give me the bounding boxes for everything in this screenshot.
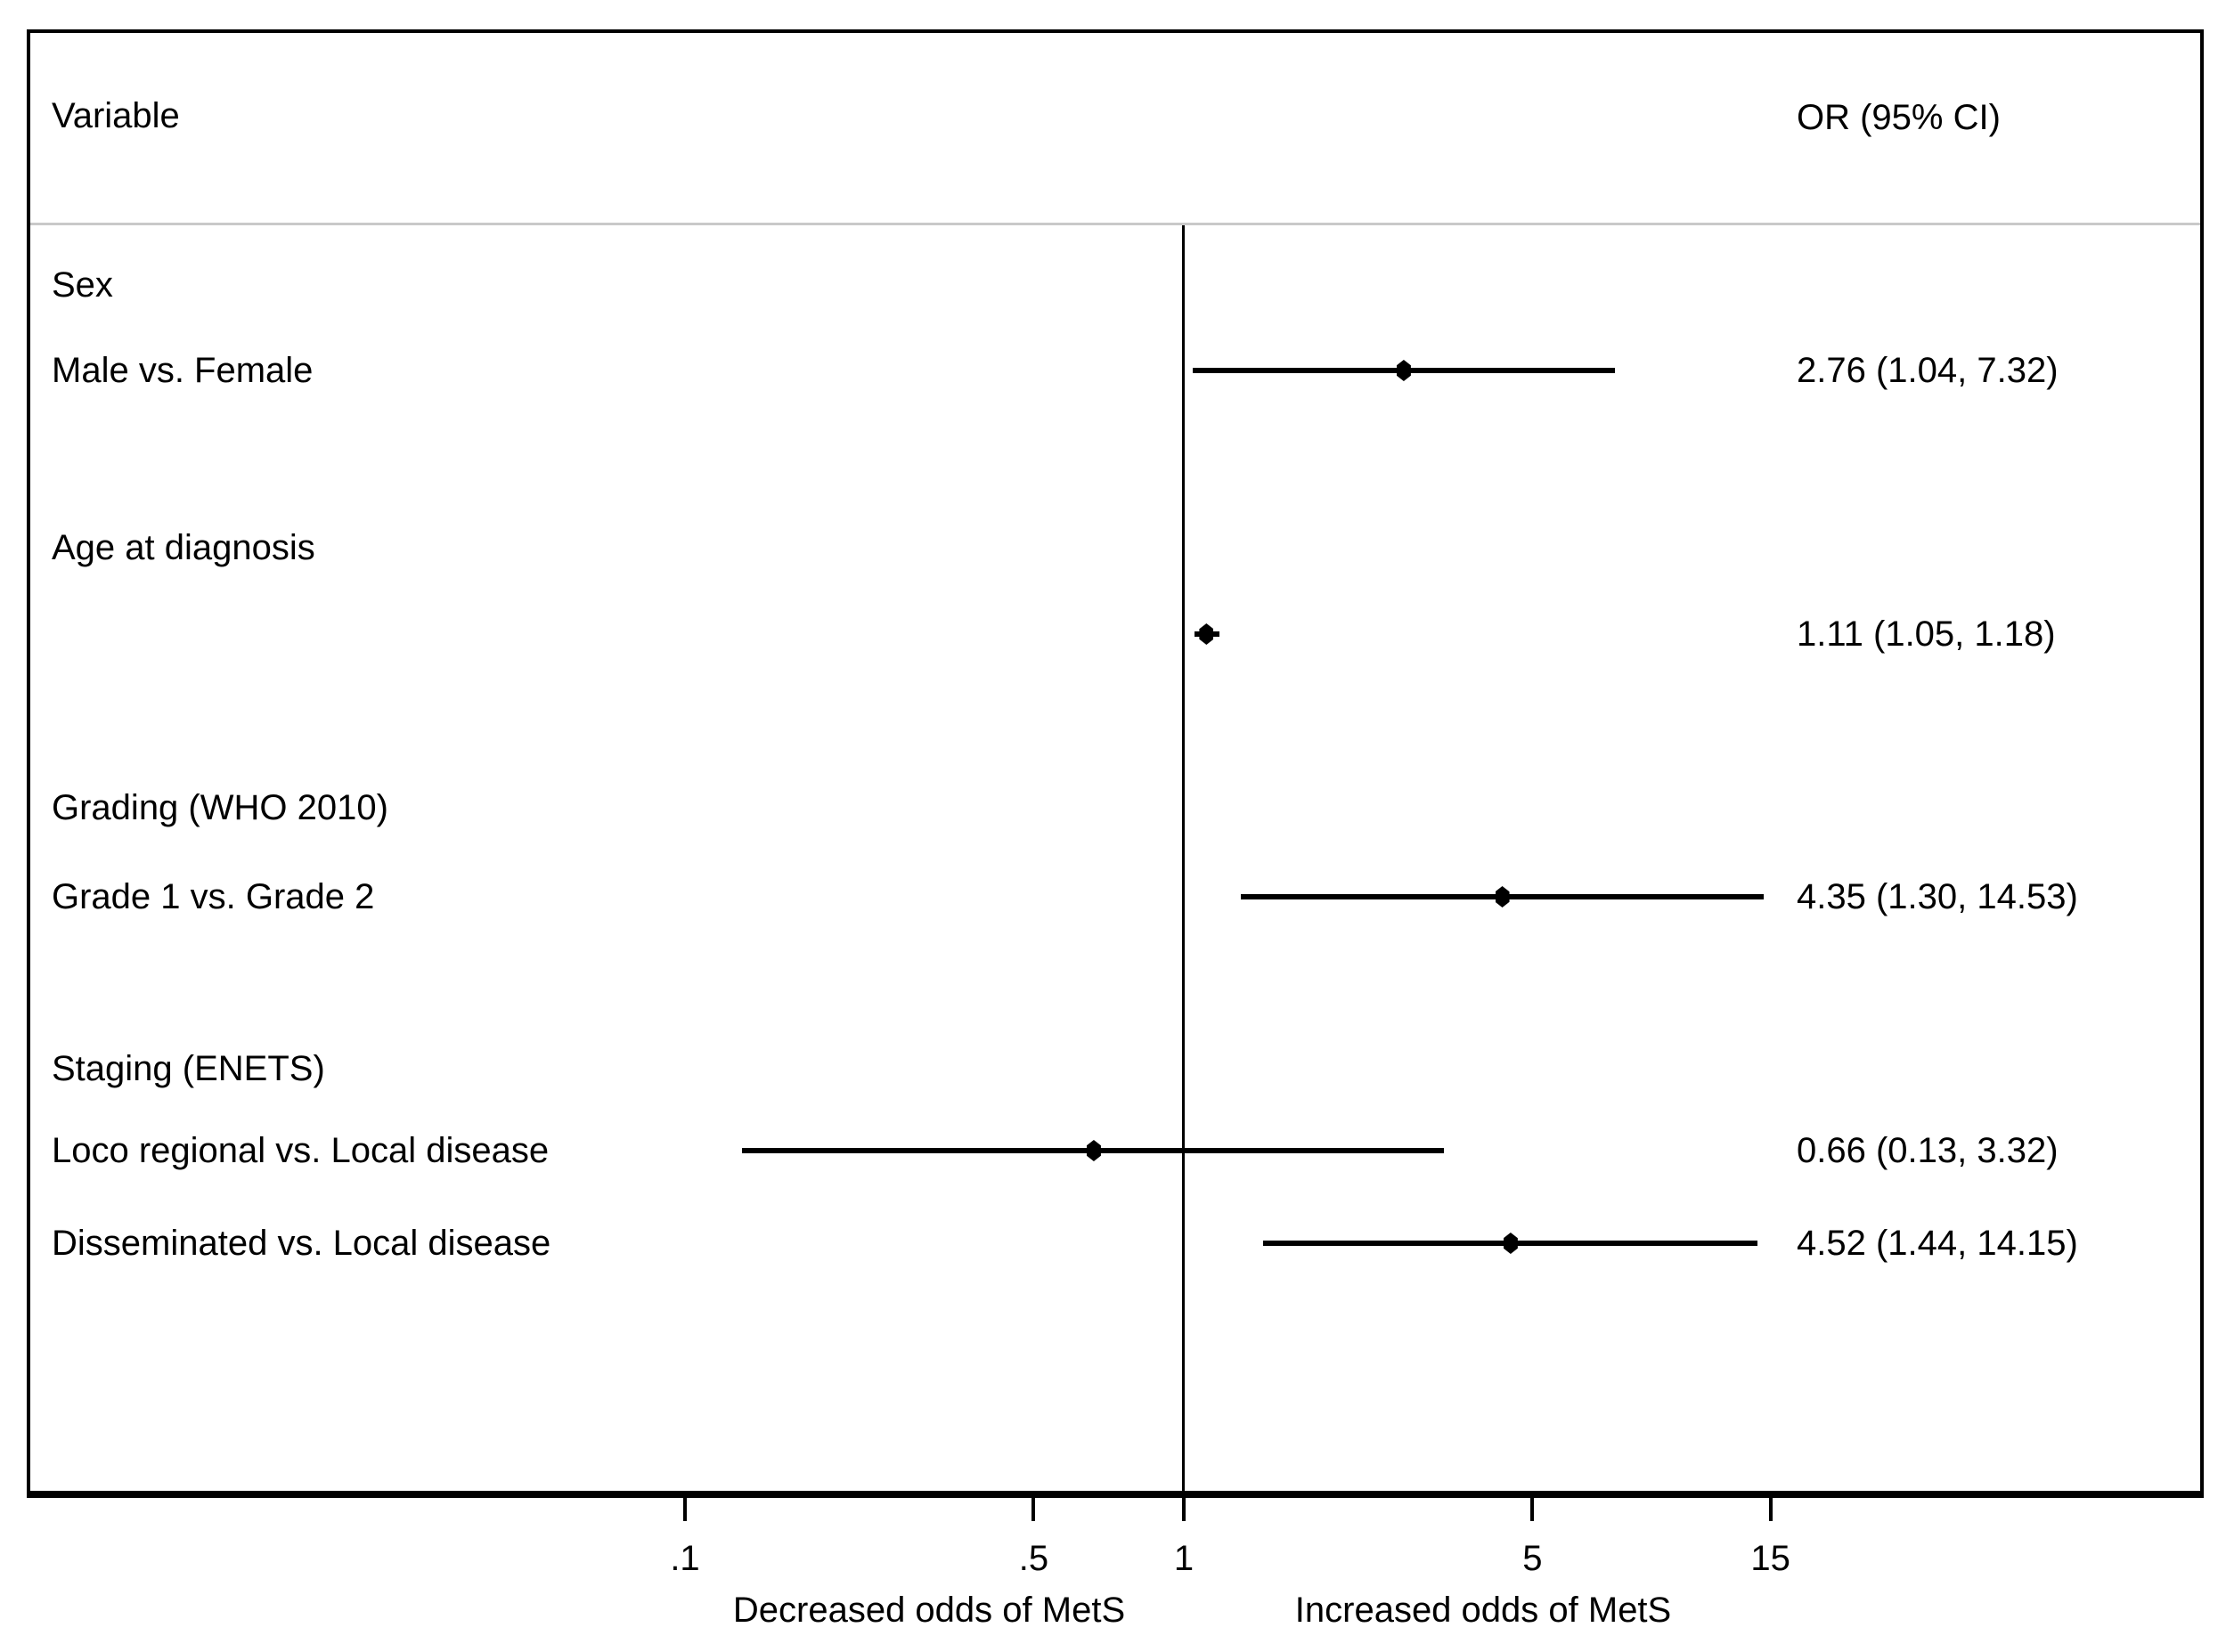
x-axis-tick [683,1498,687,1521]
x-axis-line [27,1491,2204,1498]
point-estimate-marker [1495,886,1510,907]
row-label: Grade 1 vs. Grade 2 [52,877,375,916]
x-axis-tick [1530,1498,1535,1521]
or-ci-value: 2.76 (1.04, 7.32) [1797,351,2059,390]
x-axis-tick [1182,1498,1186,1521]
point-estimate-marker [1199,623,1214,645]
or-ci-value: 0.66 (0.13, 3.32) [1797,1131,2059,1170]
x-axis-tick-label: .1 [670,1539,700,1578]
or-ci-value: 4.52 (1.44, 14.15) [1797,1224,2078,1263]
group-label: Sex [52,265,113,305]
x-axis-tick [1768,1498,1773,1521]
point-estimate-marker [1503,1233,1518,1254]
row-label: Male vs. Female [52,351,314,390]
or-ci-value: 4.35 (1.30, 14.53) [1797,877,2078,916]
reference-line-or-1 [1182,225,1185,1491]
point-estimate-marker [1396,360,1411,381]
point-estimate-marker [1086,1140,1101,1161]
plot-border-box [27,29,2204,1491]
x-axis-tick-label: 5 [1522,1539,1543,1578]
column-header-or-ci: OR (95% CI) [1797,98,2001,137]
x-axis-tick [1031,1498,1036,1521]
axis-caption-increased: Increased odds of MetS [1294,1591,1672,1630]
row-label: Disseminated vs. Local disease [52,1224,551,1263]
column-header-variable: Variable [52,96,180,135]
header-divider-line [30,223,2200,225]
group-label: Grading (WHO 2010) [52,788,388,827]
x-axis-tick-label: 1 [1173,1539,1195,1578]
x-axis-tick-label: .5 [1018,1539,1049,1578]
axis-caption-decreased: Decreased odds of MetS [732,1591,1126,1630]
row-label: Loco regional vs. Local disease [52,1131,550,1170]
group-label: Staging (ENETS) [52,1049,325,1088]
group-label: Age at diagnosis [52,528,315,567]
x-axis-tick-label: 15 [1750,1539,1790,1578]
or-ci-value: 1.11 (1.05, 1.18) [1797,614,2056,654]
